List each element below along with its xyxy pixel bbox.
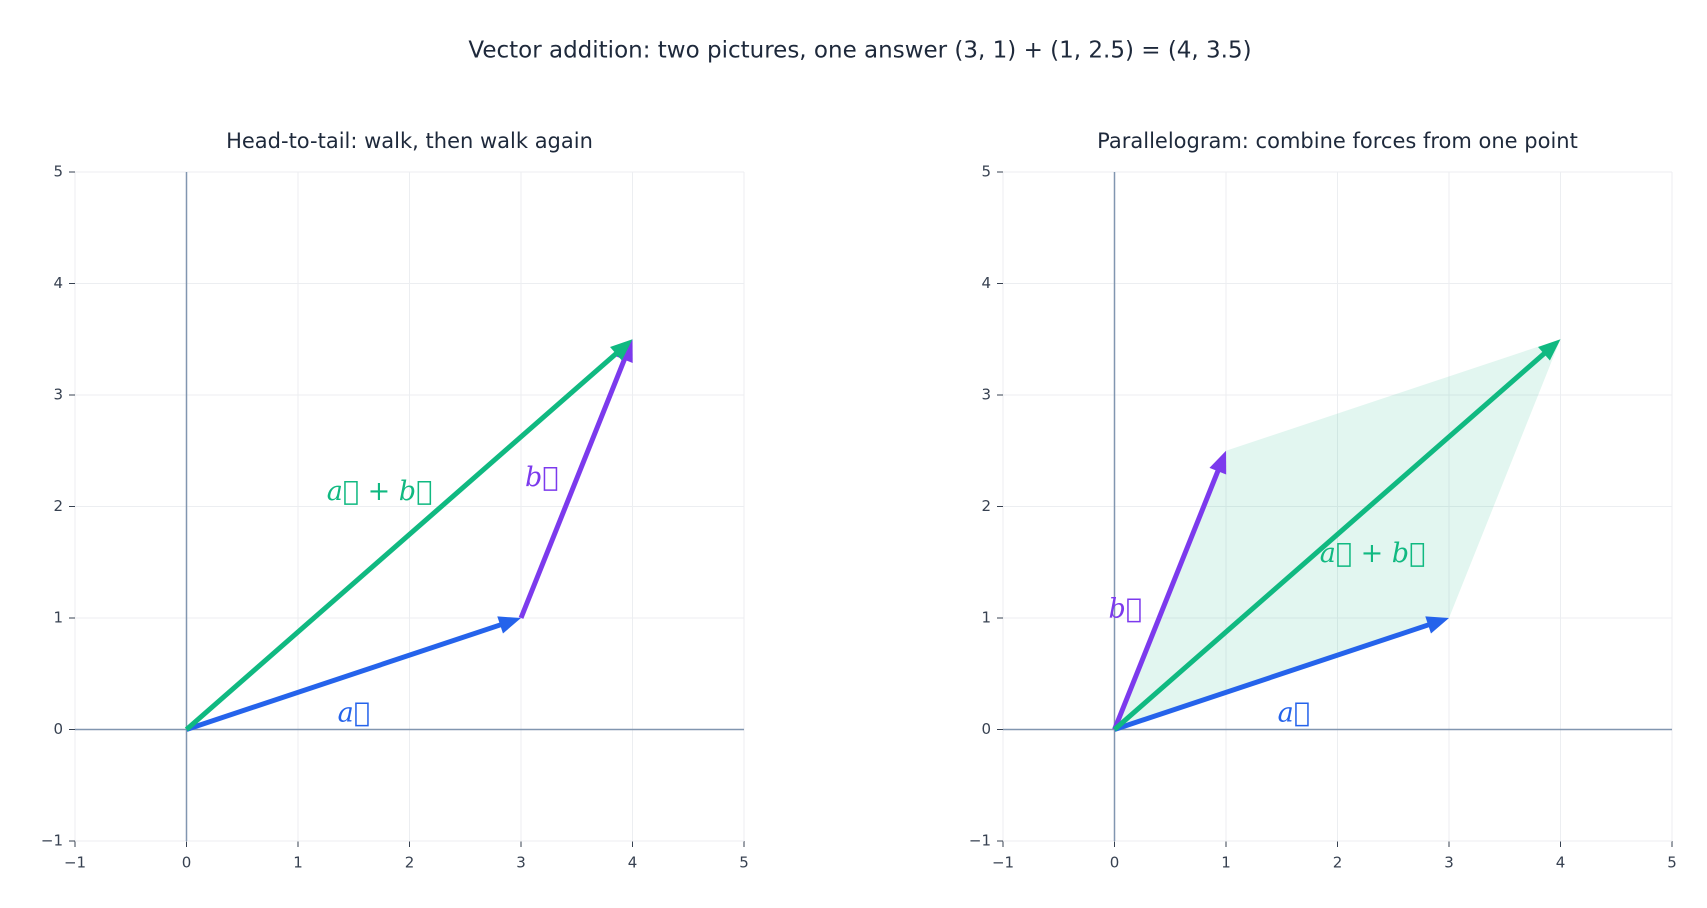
- x-tick-label: 3: [516, 854, 526, 872]
- vector-head: [1538, 339, 1561, 361]
- y-tick-label: −1: [969, 832, 991, 850]
- y-tick-label: 0: [981, 720, 991, 738]
- x-tick-label: 3: [1444, 854, 1454, 872]
- vector-label: a⃗ + b⃗: [327, 476, 433, 507]
- x-tick-label: 2: [1333, 854, 1343, 872]
- vector-shaft: [184, 348, 621, 732]
- vector-label: a⃗ + b⃗: [1320, 538, 1426, 569]
- vector-head: [497, 616, 521, 634]
- y-tick-label: −1: [41, 832, 63, 850]
- y-tick-label: 3: [981, 386, 991, 404]
- vector-label: a⃗: [1278, 697, 1310, 728]
- x-tick-label: 1: [293, 854, 303, 872]
- vector-shaft: [1113, 621, 1434, 732]
- vector-label: a⃗: [338, 697, 370, 728]
- y-tick-label: 5: [981, 163, 991, 181]
- y-tick-label: 2: [53, 497, 63, 515]
- x-tick-label: 4: [628, 854, 638, 872]
- x-tick-label: 0: [1110, 854, 1120, 872]
- figure-title: Vector addition: two pictures, one answe…: [468, 38, 1251, 64]
- x-tick-label: −1: [64, 854, 86, 872]
- y-tick-label: 2: [981, 497, 991, 515]
- x-tick-label: 1: [1221, 854, 1231, 872]
- x-tick-label: 2: [405, 854, 415, 872]
- x-tick-label: 5: [739, 854, 749, 872]
- y-tick-label: 1: [53, 609, 63, 627]
- vector-shaft: [185, 621, 506, 732]
- vector-head: [1425, 616, 1449, 634]
- vector-label: b⃗: [1109, 594, 1143, 625]
- subplot-title: Parallelogram: combine forces from one p…: [1097, 129, 1578, 153]
- y-tick-label: 0: [53, 720, 63, 738]
- vector-head: [610, 339, 633, 361]
- x-tick-label: 4: [1556, 854, 1566, 872]
- vector-head: [1209, 450, 1227, 475]
- vector-label: b⃗: [525, 462, 559, 493]
- y-tick-label: 5: [53, 163, 63, 181]
- vector-shaft: [518, 354, 629, 619]
- y-tick-label: 3: [53, 386, 63, 404]
- subplot-title: Head-to-tail: walk, then walk again: [226, 129, 593, 153]
- y-tick-label: 4: [981, 274, 991, 292]
- vector-shaft: [1112, 466, 1222, 731]
- vector-shaft: [1112, 348, 1549, 732]
- y-tick-label: 1: [981, 609, 991, 627]
- x-tick-label: 0: [182, 854, 192, 872]
- x-tick-label: −1: [992, 854, 1014, 872]
- x-tick-label: 5: [1667, 854, 1677, 872]
- y-tick-label: 4: [53, 274, 63, 292]
